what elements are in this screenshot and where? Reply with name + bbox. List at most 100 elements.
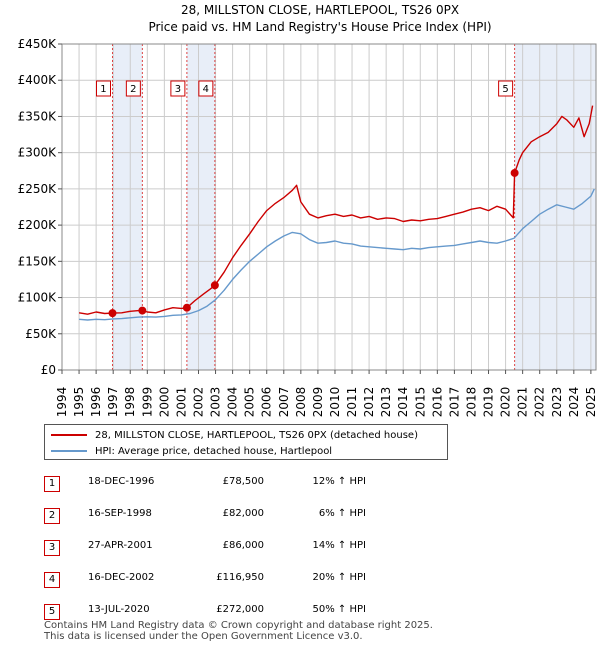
- sale-date: 13-JUL-2020: [88, 604, 150, 615]
- sale-price: £82,000: [222, 508, 264, 519]
- sale-row: 1 18-DEC-1996 £78,500 12% ↑ HPI: [44, 474, 444, 492]
- sale-row: 5 13-JUL-2020 £272,000 50% ↑ HPI: [44, 602, 444, 620]
- x-tick-label: 1998: [123, 387, 137, 418]
- sale-number-badge: 2: [44, 508, 60, 524]
- y-tick-label: £150K: [18, 254, 58, 268]
- chart-subtitle: Price paid vs. HM Land Registry's House …: [148, 20, 491, 34]
- price-chart: 28, MILLSTON CLOSE, HARTLEPOOL, TS26 0PX…: [18, 3, 598, 418]
- chart-title: 28, MILLSTON CLOSE, HARTLEPOOL, TS26 0PX: [181, 3, 459, 17]
- sale-row: 3 27-APR-2001 £86,000 14% ↑ HPI: [44, 538, 444, 556]
- sale-price: £272,000: [216, 604, 264, 615]
- x-tick-label: 2008: [294, 387, 308, 418]
- sale-hpi-change: 6% ↑ HPI: [318, 508, 366, 519]
- sale-marker-box: [95, 80, 111, 97]
- y-tick-label: £300K: [18, 146, 58, 160]
- y-tick-label: £50K: [25, 327, 57, 341]
- shaded-period: [514, 44, 596, 370]
- sale-marker-box: [498, 80, 514, 97]
- sale-row: 2 16-SEP-1998 £82,000 6% ↑ HPI: [44, 506, 444, 524]
- shaded-period: [186, 44, 215, 370]
- sale-date: 27-APR-2001: [88, 540, 153, 551]
- x-tick-label: 2014: [396, 387, 410, 418]
- x-tick-label: 2006: [260, 387, 274, 418]
- x-tick-label: 1999: [140, 387, 154, 418]
- x-tick-label: 1996: [89, 387, 103, 418]
- sale-price: £86,000: [222, 540, 264, 551]
- legend-swatch-hpi: [51, 450, 87, 452]
- x-tick-label: 2015: [413, 387, 427, 418]
- sale-point: [108, 309, 117, 318]
- y-tick-label: £400K: [18, 73, 58, 87]
- x-tick-label: 2018: [464, 387, 478, 418]
- x-tick-label: 2016: [430, 387, 444, 418]
- x-tick-label: 2022: [533, 387, 547, 418]
- x-tick-label: 1994: [55, 387, 69, 418]
- legend-label-property: 28, MILLSTON CLOSE, HARTLEPOOL, TS26 0PX…: [95, 429, 418, 441]
- y-tick-label: £100K: [18, 291, 58, 305]
- sale-date: 18-DEC-1996: [88, 476, 155, 487]
- sale-row: 4 16-DEC-2002 £116,950 20% ↑ HPI: [44, 570, 444, 588]
- sale-date: 16-DEC-2002: [88, 572, 155, 583]
- sale-marker-box: [198, 80, 214, 97]
- legend-item-hpi: HPI: Average price, detached house, Hart…: [51, 443, 332, 459]
- x-tick-label: 2010: [328, 387, 342, 418]
- x-tick-label: 2011: [345, 387, 359, 418]
- footer-copyright: Contains HM Land Registry data © Crown c…: [44, 620, 433, 631]
- sale-point: [510, 168, 519, 177]
- sale-marker-label: 1: [100, 84, 106, 95]
- x-tick-label: 2009: [311, 387, 325, 418]
- x-tick-label: 2007: [277, 387, 291, 418]
- x-tick-label: 2025: [584, 387, 598, 418]
- sale-marker-box: [170, 80, 186, 97]
- hpi-line: [79, 188, 595, 321]
- x-tick-label: 2004: [226, 387, 240, 418]
- footer-attribution: Contains HM Land Registry data © Crown c…: [44, 620, 433, 642]
- y-tick-label: £450K: [18, 37, 58, 51]
- x-tick-label: 2002: [191, 387, 205, 418]
- sale-hpi-change: 20% ↑ HPI: [312, 572, 366, 583]
- x-tick-label: 2001: [174, 387, 188, 418]
- footer-licence: This data is licensed under the Open Gov…: [44, 631, 363, 642]
- sale-price: £78,500: [222, 476, 264, 487]
- sale-number-badge: 3: [44, 540, 60, 556]
- x-tick-label: 2005: [243, 387, 257, 418]
- plot-area: [62, 44, 596, 370]
- x-tick-label: 2021: [516, 387, 530, 418]
- y-tick-label: £350K: [18, 109, 58, 123]
- x-tick-label: 2017: [447, 387, 461, 418]
- chart-legend: 28, MILLSTON CLOSE, HARTLEPOOL, TS26 0PX…: [44, 424, 448, 460]
- sale-point: [182, 303, 191, 312]
- property-price-line: [78, 105, 594, 315]
- y-tick-label: £200K: [18, 218, 58, 232]
- x-tick-label: 2019: [482, 387, 496, 418]
- sale-marker-label: 3: [175, 84, 181, 95]
- sale-point: [138, 306, 147, 315]
- y-tick-label: £0: [41, 363, 56, 377]
- sale-number-badge: 4: [44, 572, 60, 588]
- sale-marker-label: 2: [130, 84, 136, 95]
- sale-marker-box: [125, 80, 141, 97]
- legend-item-property: 28, MILLSTON CLOSE, HARTLEPOOL, TS26 0PX…: [51, 427, 418, 443]
- sale-point: [210, 281, 219, 290]
- x-tick-label: 1997: [106, 387, 120, 418]
- x-tick-label: 2003: [209, 387, 223, 418]
- x-tick-label: 1995: [72, 387, 86, 418]
- sale-hpi-change: 14% ↑ HPI: [312, 540, 366, 551]
- sale-number-badge: 1: [44, 476, 60, 492]
- sale-date: 16-SEP-1998: [88, 508, 152, 519]
- x-tick-label: 2012: [362, 387, 376, 418]
- x-tick-label: 2013: [379, 387, 393, 418]
- y-tick-label: £250K: [18, 182, 58, 196]
- sale-hpi-change: 12% ↑ HPI: [312, 476, 366, 487]
- sale-price: £116,950: [216, 572, 264, 583]
- x-tick-label: 2023: [550, 387, 564, 418]
- x-tick-label: 2024: [567, 387, 581, 418]
- plot-frame: [61, 43, 597, 371]
- sale-hpi-change: 50% ↑ HPI: [312, 604, 366, 615]
- x-tick-label: 2000: [157, 387, 171, 418]
- sale-marker-label: 4: [203, 84, 209, 95]
- legend-swatch-property: [51, 434, 87, 436]
- legend-label-hpi: HPI: Average price, detached house, Hart…: [95, 445, 333, 457]
- x-tick-label: 2020: [499, 387, 513, 418]
- sale-marker-label: 5: [502, 84, 508, 95]
